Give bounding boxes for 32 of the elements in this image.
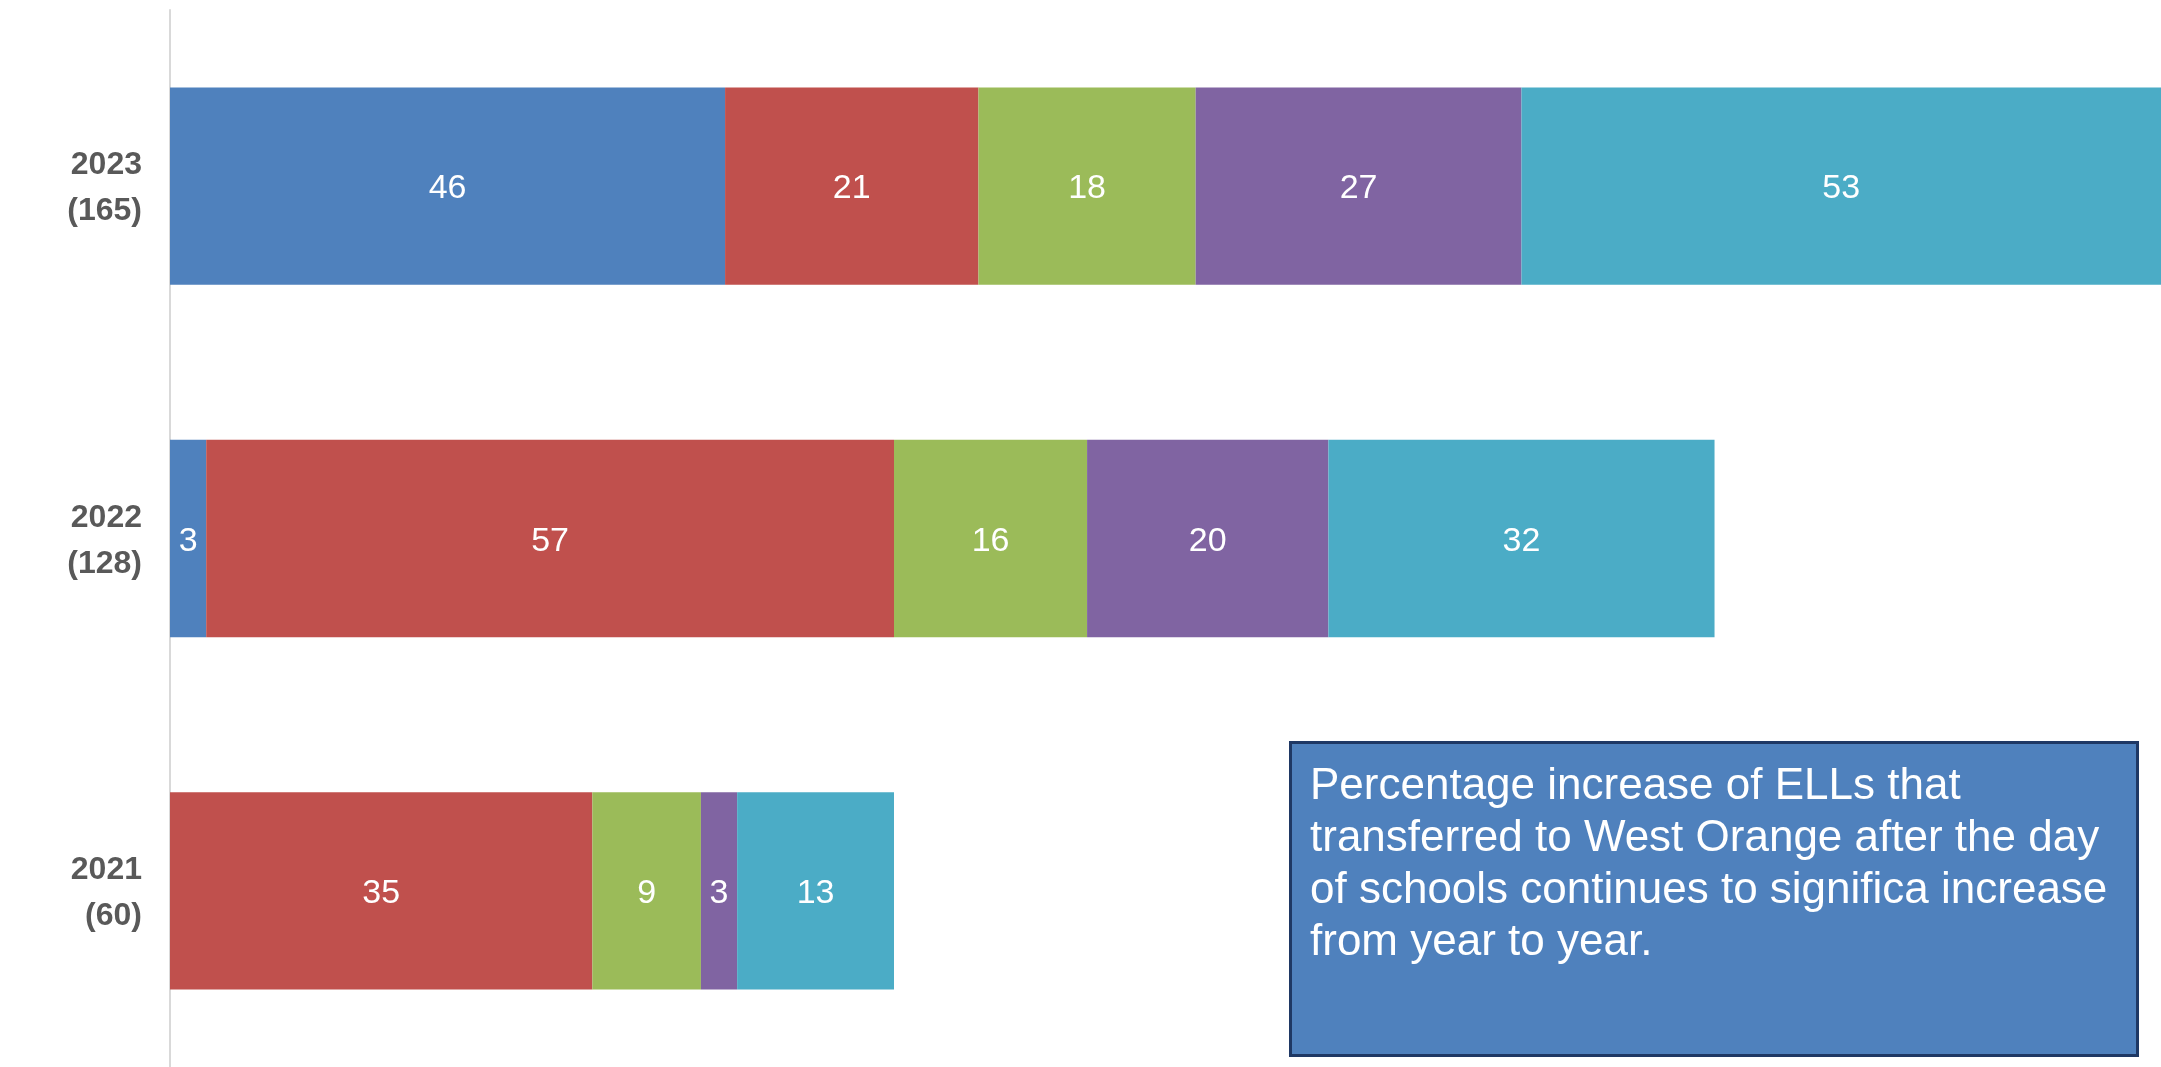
bar — [894, 439, 1088, 638]
data-label: 21 — [832, 167, 871, 206]
bar — [1521, 87, 2161, 285]
data-label: 16 — [971, 519, 1010, 558]
bar — [1087, 439, 1329, 638]
bar — [170, 792, 593, 990]
data-label: 27 — [1339, 167, 1378, 206]
y-tick-label: 2023 (165) — [67, 145, 142, 228]
bar — [592, 792, 701, 990]
bar — [978, 87, 1196, 285]
data-label: 32 — [1502, 519, 1541, 558]
bar — [170, 439, 207, 638]
bar — [206, 439, 894, 638]
data-label: 3 — [178, 519, 198, 558]
data-label: 46 — [428, 167, 467, 206]
data-label: 35 — [362, 871, 401, 910]
data-label: 3 — [709, 871, 729, 910]
bar — [737, 792, 894, 990]
bar — [725, 87, 979, 285]
note-box: Percentage increase of ELLs that transferred to West Orange after the day of schools continues to significa increase from year to year. — [1289, 741, 2139, 1057]
bar — [1328, 439, 1715, 638]
bar — [700, 792, 738, 990]
bar — [170, 87, 726, 285]
y-tick-label: 2022 (128) — [67, 497, 142, 580]
data-label: 9 — [637, 871, 657, 910]
data-label: 57 — [531, 519, 570, 558]
data-label: 13 — [796, 871, 835, 910]
data-label: 20 — [1188, 519, 1227, 558]
data-label: 18 — [1068, 167, 1106, 206]
bar — [1195, 87, 1522, 285]
y-tick-label: 2021 (60) — [70, 849, 142, 932]
data-label: 53 — [1822, 167, 1861, 206]
